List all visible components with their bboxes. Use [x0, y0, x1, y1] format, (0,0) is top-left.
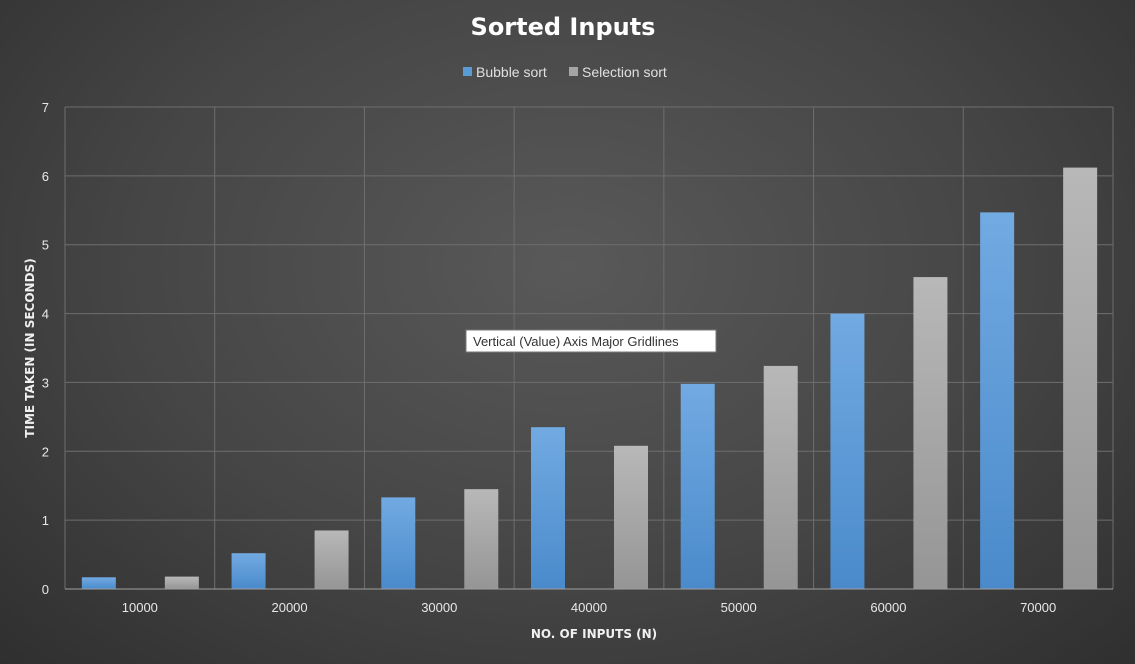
x-tick-label: 30000: [421, 600, 457, 615]
y-axis-ticks: 0 1 2 3 4 5 6 7: [42, 100, 49, 597]
bar-selection-sort-60000[interactable]: [913, 277, 948, 589]
y-tick-label: 0: [42, 582, 49, 597]
bar-selection-sort-70000[interactable]: [1063, 167, 1098, 589]
tooltip: Vertical (Value) Axis Major Gridlines: [465, 329, 717, 353]
vertical-axis-major-gridlines[interactable]: [65, 106, 1113, 521]
x-tick-label: 50000: [721, 600, 757, 615]
bar-selection-sort-40000[interactable]: [614, 445, 648, 589]
category-gridlines: [64, 107, 1114, 589]
tooltip-box: [465, 329, 717, 353]
y-axis-label: TIME TAKEN (IN SECONDS): [23, 258, 37, 437]
legend-swatch-bubble-sort: [463, 67, 472, 76]
x-tick-label: 10000: [122, 600, 158, 615]
x-axis-label: NO. OF INPUTS (N): [531, 627, 657, 641]
y-tick-label: 6: [42, 169, 49, 184]
x-tick-label: 60000: [870, 600, 906, 615]
x-tick-label: 20000: [271, 600, 307, 615]
bars[interactable]: [81, 167, 1098, 589]
bar-selection-sort-20000[interactable]: [314, 530, 349, 589]
y-tick-label: 4: [42, 307, 49, 322]
y-tick-label: 1: [42, 513, 49, 528]
y-tick-label: 7: [42, 100, 49, 115]
legend-label-bubble-sort: Bubble sort: [476, 64, 547, 80]
bar-bubble-sort-60000[interactable]: [830, 313, 865, 589]
y-tick-label: 5: [42, 238, 49, 253]
bar-bubble-sort-50000[interactable]: [680, 383, 715, 589]
bar-bubble-sort-70000[interactable]: [980, 212, 1015, 589]
bar-bubble-sort-30000[interactable]: [381, 497, 416, 589]
bar-bubble-sort-40000[interactable]: [531, 427, 565, 589]
tooltip-text: Vertical (Value) Axis Major Gridlines: [473, 334, 679, 349]
bar-selection-sort-50000[interactable]: [763, 365, 798, 589]
bar-bubble-sort-10000[interactable]: [81, 577, 116, 589]
legend-swatch-selection-sort: [569, 67, 578, 76]
bar-selection-sort-10000[interactable]: [164, 576, 199, 589]
y-tick-label: 3: [42, 375, 49, 390]
legend-label-selection-sort: Selection sort: [582, 64, 667, 80]
x-tick-label: 70000: [1020, 600, 1056, 615]
legend[interactable]: Bubble sort Selection sort: [463, 64, 667, 80]
bar-selection-sort-30000[interactable]: [464, 489, 499, 589]
chart-title: Sorted Inputs: [471, 13, 656, 41]
y-tick-label: 2: [42, 444, 49, 459]
x-tick-label: 40000: [571, 600, 607, 615]
bar-bubble-sort-20000[interactable]: [231, 553, 266, 589]
x-axis-ticks: 10000 20000 30000 40000 50000 60000 70000: [122, 600, 1056, 615]
